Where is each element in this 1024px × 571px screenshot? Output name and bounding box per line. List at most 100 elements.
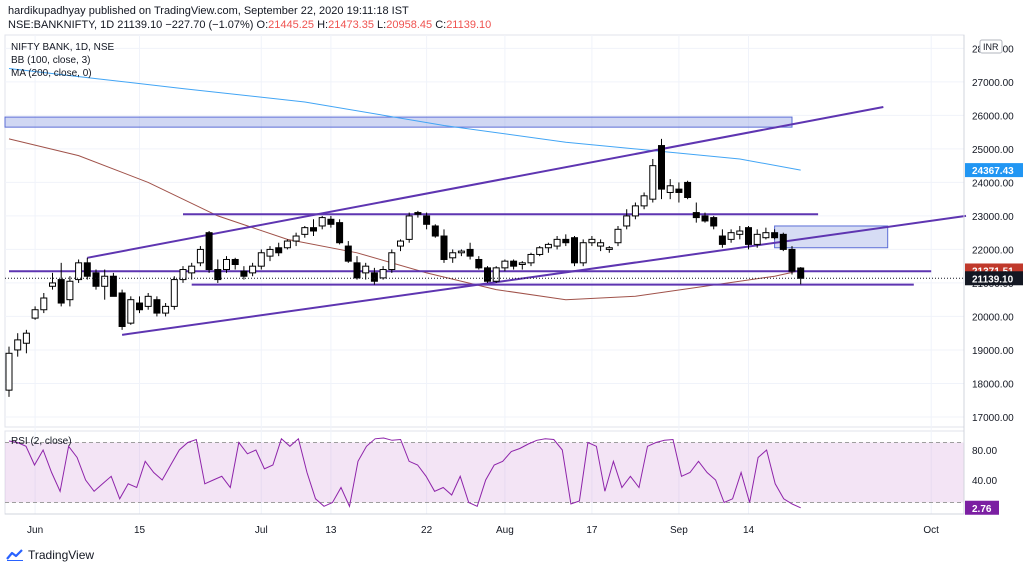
rsi-title: RSI (2, close) xyxy=(11,436,72,447)
rsi-y-tick-label: 80.00 xyxy=(972,446,997,457)
legend-entry: MA (200, close, 0) xyxy=(11,68,92,79)
y-tick-label: 18000.00 xyxy=(972,379,1014,390)
x-tick-label: Sep xyxy=(670,525,688,536)
low-label: L: xyxy=(377,19,387,31)
candle-body xyxy=(388,252,396,271)
candle-body xyxy=(527,253,535,264)
candle-body xyxy=(214,269,222,281)
candle-body xyxy=(275,247,283,254)
x-tick-label: 14 xyxy=(743,525,755,536)
y-tick-label: 26000.00 xyxy=(972,111,1014,122)
candle-body xyxy=(257,252,265,267)
candle-body xyxy=(109,275,117,297)
candle-body xyxy=(196,248,204,264)
main-pane xyxy=(4,34,965,428)
candle-body xyxy=(205,232,213,271)
candle-body xyxy=(327,218,335,225)
candle-body xyxy=(318,217,326,227)
candle-body xyxy=(579,242,587,264)
rsi-last-badge xyxy=(965,500,999,515)
candle-body xyxy=(188,265,196,274)
y-tick-label: 23000.00 xyxy=(972,212,1014,223)
symbol: NSE:BANKNIFTY, 1D xyxy=(8,19,115,31)
candle-body xyxy=(336,222,344,244)
candle-body xyxy=(457,250,465,254)
candle-body xyxy=(414,212,422,215)
upper-channel-trendline xyxy=(87,106,884,259)
legend-entry: BB (100, close, 3) xyxy=(11,55,90,66)
candle-body xyxy=(31,309,39,319)
open-label: O: xyxy=(256,19,269,31)
tradingview-logo-icon xyxy=(6,549,23,561)
candle-body xyxy=(597,242,605,247)
candle-body xyxy=(92,272,100,287)
candle-body xyxy=(75,262,83,281)
price-badge xyxy=(965,271,1023,286)
candle-body xyxy=(518,262,526,266)
price-badge-label: 24367.43 xyxy=(972,166,1014,177)
candle-body xyxy=(779,233,787,250)
candle-body xyxy=(727,232,735,240)
x-tick-label: Jul xyxy=(255,525,268,536)
candle-body xyxy=(614,228,622,244)
candle-body xyxy=(544,243,552,249)
rsi-pane xyxy=(4,430,965,515)
legend-entry: NIFTY BANK, 1D, NSE xyxy=(11,42,115,53)
bb-upper-line xyxy=(8,68,801,171)
candle-body xyxy=(40,297,48,311)
candle-body xyxy=(588,238,596,244)
candle-body xyxy=(449,252,457,259)
candle-body xyxy=(162,305,170,314)
rsi-last-label: 2.76 xyxy=(972,504,992,515)
candle-body xyxy=(49,282,56,287)
candle-body xyxy=(718,235,726,245)
publish-line: hardikupadhyay published on TradingView.… xyxy=(8,5,409,17)
candle-body xyxy=(283,240,291,249)
rsi-line xyxy=(8,437,801,509)
y-tick-label: 24000.00 xyxy=(972,178,1014,189)
candle-body xyxy=(675,188,683,193)
candle-body xyxy=(623,215,631,227)
x-tick-label: 17 xyxy=(586,525,598,536)
x-tick-label: Oct xyxy=(923,525,939,536)
candle-body xyxy=(692,212,700,219)
candle-body xyxy=(144,295,152,307)
candle-body xyxy=(631,205,639,217)
currency-badge xyxy=(979,39,1003,54)
x-tick-label: Jun xyxy=(27,525,43,536)
y-tick-label: 17000.00 xyxy=(972,413,1014,424)
candle-body xyxy=(136,302,143,311)
brand: TradingView xyxy=(6,548,94,562)
candle-body xyxy=(353,262,361,279)
candle-body xyxy=(658,145,665,190)
candle-body xyxy=(179,269,187,281)
x-tick-label: 13 xyxy=(325,525,337,536)
candle-body xyxy=(14,339,22,351)
y-tick-label: 19000.00 xyxy=(972,346,1014,357)
lower-channel-trendline xyxy=(121,214,967,336)
candle-body xyxy=(753,233,761,245)
candle-body xyxy=(223,258,230,271)
candle-body xyxy=(440,235,448,260)
y-tick-label: 27000.00 xyxy=(972,78,1014,89)
candle-body xyxy=(266,248,274,257)
candle-body xyxy=(292,235,300,242)
open-value: 21445.25 xyxy=(268,19,315,31)
y-tick-label: 22000.00 xyxy=(972,245,1014,256)
rsi-band xyxy=(5,442,964,503)
close-label: C: xyxy=(435,19,447,31)
last-price: 21139.10 xyxy=(117,19,163,31)
candle-body xyxy=(536,247,544,255)
resistance-zone xyxy=(4,116,793,128)
candle-body xyxy=(370,272,378,282)
candle-body xyxy=(379,269,387,279)
price-badge-label: 21139.10 xyxy=(972,274,1014,285)
candle-body xyxy=(362,265,370,274)
candle-body xyxy=(788,248,796,272)
candle-body xyxy=(736,230,744,235)
candle-body xyxy=(431,225,439,237)
candle-body xyxy=(310,227,317,232)
candle-body xyxy=(101,275,109,287)
candle-body xyxy=(231,258,239,266)
